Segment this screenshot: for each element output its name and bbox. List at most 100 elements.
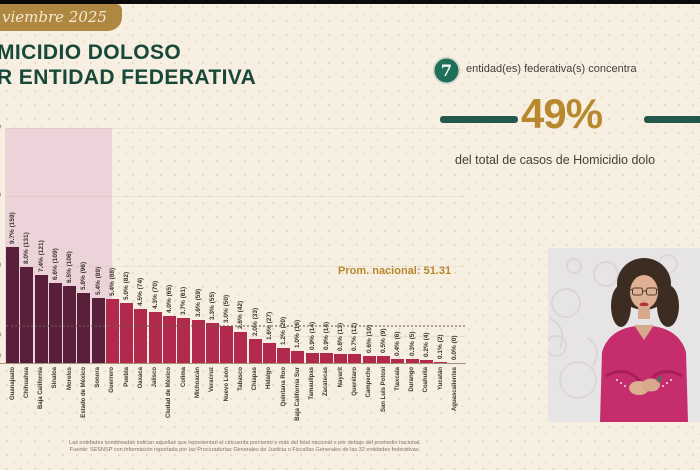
page-title-line2: R ENTIDAD FEDERATIVA xyxy=(0,66,257,89)
bar-value-label: 3.0% (50) xyxy=(223,294,231,323)
bar-value-label: 5.4% (89) xyxy=(94,266,102,295)
bar-Baja California xyxy=(34,275,48,363)
bar-value-label: 7.4% (121) xyxy=(37,240,45,272)
y-axis-tick-fragment: 0 xyxy=(0,332,6,339)
x-axis-label-Estado de México: Estado de México xyxy=(80,367,87,418)
footnote-line1: Las entidades sombreadas indican aquella… xyxy=(69,440,421,446)
bar-Sonora xyxy=(91,298,105,363)
bar-Chiapas xyxy=(248,339,262,363)
bar-San Luis Potosí xyxy=(377,356,391,363)
bar-value-label: 5.8% (96) xyxy=(80,261,88,290)
interpreter-illustration xyxy=(548,248,700,422)
bar-Ciudad de México xyxy=(162,316,176,363)
page-title: MICIDIO DOLOSO R ENTIDAD FEDERATIVA xyxy=(0,40,256,90)
bar-Baja California Sur xyxy=(291,351,305,363)
national-average-label: Prom. nacional: 51.31 xyxy=(338,265,452,277)
bar-Durango xyxy=(405,359,419,363)
bar-Nayarit xyxy=(334,354,348,363)
bar-Veracruz xyxy=(205,323,219,363)
x-axis-label-Colima: Colima xyxy=(180,367,187,388)
bar-value-label: 6.6% (109) xyxy=(51,248,59,280)
bar-Guanajuato xyxy=(6,247,19,363)
bar-value-label: 0.4% (6) xyxy=(394,331,402,356)
highlight-percent: 49% xyxy=(521,90,603,137)
bar-value-label: 3.3% (55) xyxy=(208,291,216,320)
x-axis-label-Querétaro: Querétaro xyxy=(351,367,358,396)
x-axis-label-Michoacán: Michoacán xyxy=(195,367,201,399)
watch xyxy=(656,375,663,383)
bar-value-label: 4.5% (74) xyxy=(137,277,145,306)
x-axis-line xyxy=(0,363,466,364)
gridline xyxy=(6,128,465,129)
x-axis-label-Aguascalientes: Aguascalientes xyxy=(451,367,458,412)
bar-Querétaro xyxy=(348,354,362,363)
bar-Michoacán xyxy=(191,320,205,363)
x-axis-label-Sinaloa: Sinaloa xyxy=(52,367,59,389)
x-axis-label-Zacatecas: Zacatecas xyxy=(323,367,330,397)
date-badge: viembre 2025 xyxy=(0,4,122,31)
x-axis-label-Quintana Roo: Quintana Roo xyxy=(280,367,287,407)
x-axis-label-Oaxaca: Oaxaca xyxy=(137,367,144,389)
x-axis-label-Campeche: Campeche xyxy=(366,367,373,398)
bar-value-label: 0.6% (10) xyxy=(365,324,373,353)
x-axis-label-Coahuila: Coahuila xyxy=(423,367,430,393)
bar-value-label: 4.0% (65) xyxy=(165,284,173,313)
bar-Nuevo León xyxy=(220,326,234,363)
bar-value-label: 3.6% (59) xyxy=(194,288,202,317)
x-axis-label-Nuevo León: Nuevo León xyxy=(223,367,230,402)
x-axis-label-Baja California: Baja California xyxy=(38,367,45,410)
x-axis-label-Chihuahua: Chihuahua xyxy=(23,367,30,398)
bar-Yucatán xyxy=(434,362,448,363)
bar-Guerrero xyxy=(105,299,119,363)
x-axis-label-Guerrero: Guerrero xyxy=(109,367,116,393)
x-axis-label-San Luis Potosí: San Luis Potosí xyxy=(380,367,387,413)
bar-Colima xyxy=(177,318,191,363)
interpreter-person xyxy=(600,258,688,422)
y-axis-tick-fragment: 0 xyxy=(0,262,6,269)
bar-Jalisco xyxy=(148,312,162,363)
bar-value-label: 0.1% (2) xyxy=(437,334,445,359)
highlight-text-bottom: del total de casos de Homicidio dolo xyxy=(455,153,656,167)
bar-Oaxaca xyxy=(134,309,148,363)
bar-value-label: 5.0% (82) xyxy=(123,271,131,300)
highlight-text-top: entidad(es) federativa(s) concentra xyxy=(466,63,637,75)
sleeve-buttons xyxy=(616,379,672,387)
x-axis-label-Baja California Sur: Baja California Sur xyxy=(294,367,301,421)
x-axis-label-Chiapas: Chiapas xyxy=(252,367,259,391)
bar-Tlaxcala xyxy=(391,359,405,363)
dash-right xyxy=(644,116,700,123)
bar-value-label: 0.8% (13) xyxy=(337,322,345,351)
gridline xyxy=(6,266,465,267)
x-axis-label-Sonora: Sonora xyxy=(95,367,102,388)
dash-left xyxy=(440,116,518,123)
bar-Coahuila xyxy=(419,360,433,363)
sign-language-interpreter-video xyxy=(548,248,700,422)
bar-value-label: 0.0% (0) xyxy=(451,335,459,360)
x-axis-label-Guanajuato: Guanajuato xyxy=(9,367,16,401)
x-axis-label-Veracruz: Veracruz xyxy=(209,367,216,393)
bar-value-label: 2.0% (33) xyxy=(251,307,259,336)
bar-value-label: 9.7% (159) xyxy=(9,212,16,244)
damask-pattern xyxy=(548,254,678,399)
bar-value-label: 0.2% (4) xyxy=(422,332,430,357)
bar-value-label: 3.7% (61) xyxy=(180,286,188,315)
footnote: Las entidades sombreadas indican aquella… xyxy=(30,440,460,454)
x-axis-label-Hidalgo: Hidalgo xyxy=(266,367,273,389)
bar-Sinaloa xyxy=(48,283,62,363)
top-black-bar xyxy=(0,0,700,4)
x-axis-label-Tlaxcala: Tlaxcala xyxy=(394,367,401,391)
x-axis-label-Tamaulipas: Tamaulipas xyxy=(309,367,316,400)
y-axis-tick-fragment: 0 xyxy=(0,124,6,131)
bar-Zacatecas xyxy=(319,353,333,363)
bar-value-label: 4.3% (70) xyxy=(151,280,159,309)
x-axis-label-Yucatán: Yucatán xyxy=(437,367,444,391)
y-axis-tick-fragment: 0 xyxy=(0,353,6,360)
bar-Tabasco xyxy=(234,332,248,363)
x-axis-label-Jalisco: Jalisco xyxy=(152,367,159,388)
bar-value-label: 5.4% (88) xyxy=(108,267,116,296)
x-axis-label-Tabasco: Tabasco xyxy=(237,367,244,391)
x-axis-label-Nayarit: Nayarit xyxy=(337,367,344,388)
x-axis-label-Ciudad de México: Ciudad de México xyxy=(166,367,173,419)
